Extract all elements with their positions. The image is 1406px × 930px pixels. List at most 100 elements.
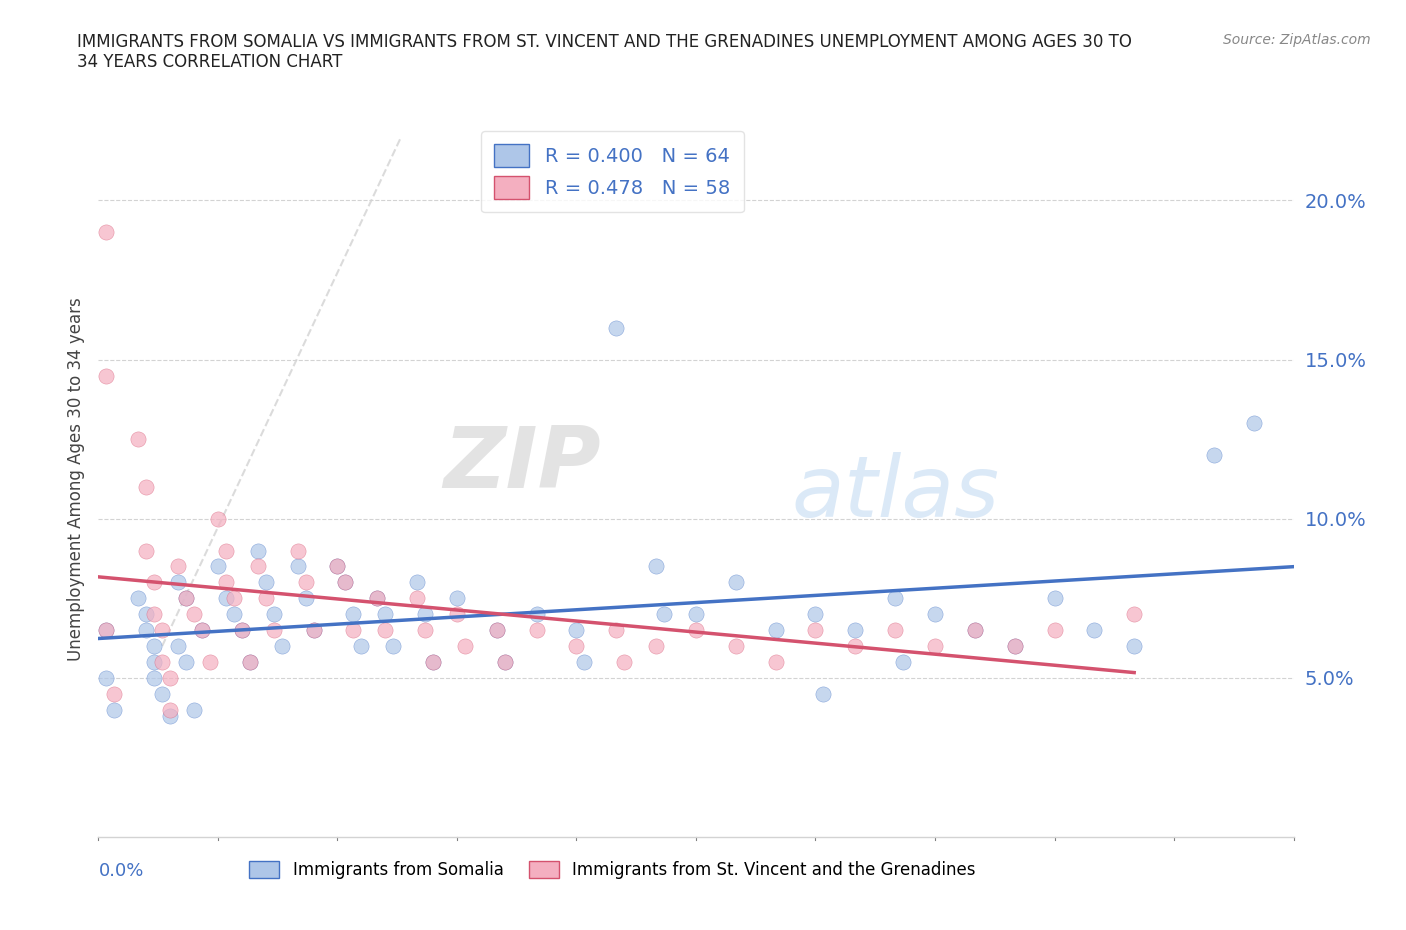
- Point: [924, 639, 946, 654]
- Point: [96, 623, 118, 638]
- Point: [143, 575, 166, 590]
- Point: [191, 623, 214, 638]
- Point: [159, 671, 181, 685]
- Point: [685, 623, 707, 638]
- Point: [287, 543, 309, 558]
- Point: [1043, 591, 1066, 605]
- Point: [222, 591, 245, 605]
- Point: [574, 655, 596, 670]
- Point: [565, 639, 588, 654]
- Point: [804, 606, 827, 621]
- Point: [174, 655, 197, 670]
- Point: [724, 575, 747, 590]
- Point: [844, 623, 866, 638]
- Point: [884, 591, 907, 605]
- Point: [150, 686, 173, 701]
- Text: ZIP: ZIP: [443, 423, 600, 506]
- Point: [263, 623, 285, 638]
- Point: [135, 606, 157, 621]
- Point: [342, 623, 364, 638]
- Point: [254, 591, 277, 605]
- Point: [96, 368, 118, 383]
- Point: [207, 512, 229, 526]
- Y-axis label: Unemployment Among Ages 30 to 34 years: Unemployment Among Ages 30 to 34 years: [66, 297, 84, 661]
- Point: [342, 606, 364, 621]
- Legend: Immigrants from Somalia, Immigrants from St. Vincent and the Grenadines: Immigrants from Somalia, Immigrants from…: [243, 855, 981, 886]
- Point: [963, 623, 986, 638]
- Point: [287, 559, 309, 574]
- Point: [645, 559, 668, 574]
- Point: [302, 623, 325, 638]
- Point: [526, 606, 548, 621]
- Point: [103, 702, 125, 717]
- Point: [422, 655, 444, 670]
- Point: [685, 606, 707, 621]
- Point: [613, 655, 636, 670]
- Point: [565, 623, 588, 638]
- Point: [135, 480, 157, 495]
- Point: [215, 591, 238, 605]
- Point: [263, 606, 285, 621]
- Point: [143, 606, 166, 621]
- Point: [454, 639, 477, 654]
- Point: [813, 686, 835, 701]
- Point: [366, 591, 388, 605]
- Point: [159, 709, 181, 724]
- Point: [374, 623, 396, 638]
- Text: atlas: atlas: [792, 452, 1000, 535]
- Point: [335, 575, 357, 590]
- Point: [135, 623, 157, 638]
- Point: [1202, 447, 1225, 462]
- Point: [183, 702, 205, 717]
- Point: [207, 559, 229, 574]
- Point: [765, 623, 787, 638]
- Text: Source: ZipAtlas.com: Source: ZipAtlas.com: [1223, 33, 1371, 46]
- Point: [215, 543, 238, 558]
- Point: [374, 606, 396, 621]
- Point: [963, 623, 986, 638]
- Point: [143, 655, 166, 670]
- Point: [446, 591, 468, 605]
- Point: [413, 606, 436, 621]
- Point: [652, 606, 675, 621]
- Point: [270, 639, 292, 654]
- Point: [884, 623, 907, 638]
- Point: [924, 606, 946, 621]
- Point: [239, 655, 262, 670]
- Point: [1004, 639, 1026, 654]
- Point: [96, 225, 118, 240]
- Point: [246, 543, 269, 558]
- Point: [127, 591, 149, 605]
- Point: [215, 575, 238, 590]
- Point: [1083, 623, 1105, 638]
- Point: [127, 432, 149, 446]
- Point: [526, 623, 548, 638]
- Point: [1123, 639, 1146, 654]
- Point: [96, 671, 118, 685]
- Point: [103, 686, 125, 701]
- Point: [406, 575, 429, 590]
- Point: [294, 591, 316, 605]
- Point: [406, 591, 429, 605]
- Point: [335, 575, 357, 590]
- Point: [159, 702, 181, 717]
- Point: [150, 623, 173, 638]
- Point: [167, 639, 190, 654]
- Point: [143, 671, 166, 685]
- Point: [1004, 639, 1026, 654]
- Point: [191, 623, 214, 638]
- Point: [724, 639, 747, 654]
- Point: [222, 606, 245, 621]
- Point: [485, 623, 508, 638]
- Point: [302, 623, 325, 638]
- Point: [326, 559, 349, 574]
- Point: [198, 655, 221, 670]
- Point: [350, 639, 373, 654]
- Point: [366, 591, 388, 605]
- Point: [765, 655, 787, 670]
- Point: [167, 559, 190, 574]
- Text: IMMIGRANTS FROM SOMALIA VS IMMIGRANTS FROM ST. VINCENT AND THE GRENADINES UNEMPL: IMMIGRANTS FROM SOMALIA VS IMMIGRANTS FR…: [77, 33, 1132, 72]
- Point: [891, 655, 914, 670]
- Point: [1123, 606, 1146, 621]
- Point: [422, 655, 444, 670]
